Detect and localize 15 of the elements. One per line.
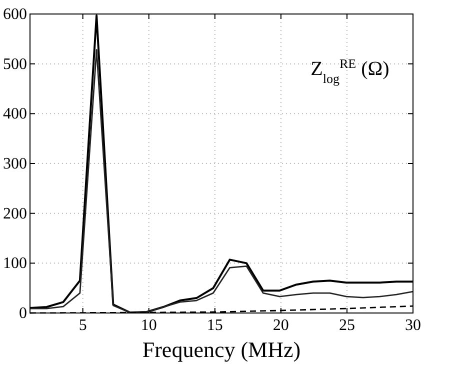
y-tick-label: 100 bbox=[3, 255, 27, 272]
y-tick-label: 200 bbox=[3, 205, 27, 222]
y-tick-label: 300 bbox=[3, 156, 27, 172]
x-axis-title: Frequency (MHz) bbox=[142, 337, 301, 362]
x-tick-label: 10 bbox=[140, 317, 157, 334]
y-tick-label: 400 bbox=[3, 106, 27, 123]
x-tick-label: 30 bbox=[405, 317, 421, 334]
x-tick-label: 15 bbox=[206, 317, 223, 334]
x-tick-label: 20 bbox=[272, 317, 289, 334]
x-tick-label: 25 bbox=[338, 317, 355, 334]
x-tick-label: 5 bbox=[78, 317, 87, 334]
y-tick-label: 500 bbox=[3, 56, 27, 73]
annotation: Z$_{log}$$^{RE}$ (Ω) bbox=[310, 56, 390, 86]
y-tick-label: 0 bbox=[19, 305, 27, 322]
y-tick-label: 600 bbox=[3, 6, 27, 23]
